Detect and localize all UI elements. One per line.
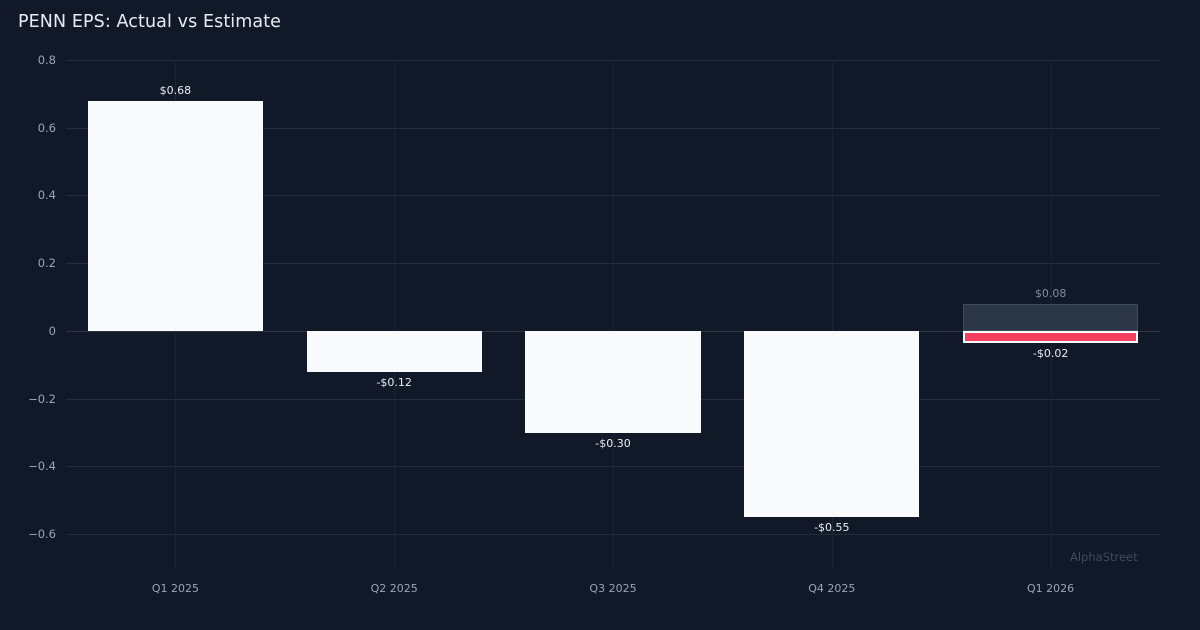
bar-actual[interactable] [963,330,1139,343]
x-axis-tick-label: Q1 2026 [1027,582,1075,595]
x-axis-tick-label: Q1 2025 [151,582,199,595]
alphastreet-watermark: AlphaStreet [1070,550,1138,564]
x-axis-tick-label: Q3 2025 [589,582,637,595]
plot-area: $0.08 $0.68 -$0.12 -$0.30 -$0.55 -$0.02 [66,60,1160,568]
bar-actual[interactable] [525,330,701,433]
y-axis-tick-label: 0.6 [37,120,56,135]
bar-actual[interactable] [306,330,482,372]
x-axis-tick-label: Q4 2025 [808,582,856,595]
bar-actual[interactable] [87,100,263,331]
y-axis-tick-label: 0.4 [37,188,56,203]
gridline-vertical [831,60,833,568]
x-axis-tick-label: Q2 2025 [370,582,418,595]
bar-actual[interactable] [744,330,920,518]
gridline-vertical [613,60,614,568]
y-axis-tick-label: 0.2 [37,256,56,271]
y-axis-tick-label: −0.6 [28,527,56,542]
bar-estimate[interactable] [963,303,1139,331]
y-axis-tick-label: 0 [48,323,56,338]
y-axis-tick-label: −0.4 [28,459,56,474]
y-axis-tick-label: −0.2 [28,391,56,406]
page-title: PENN EPS: Actual vs Estimate [18,12,282,32]
y-axis-tick-label: 0.8 [37,53,56,67]
gridline-vertical [394,60,396,568]
